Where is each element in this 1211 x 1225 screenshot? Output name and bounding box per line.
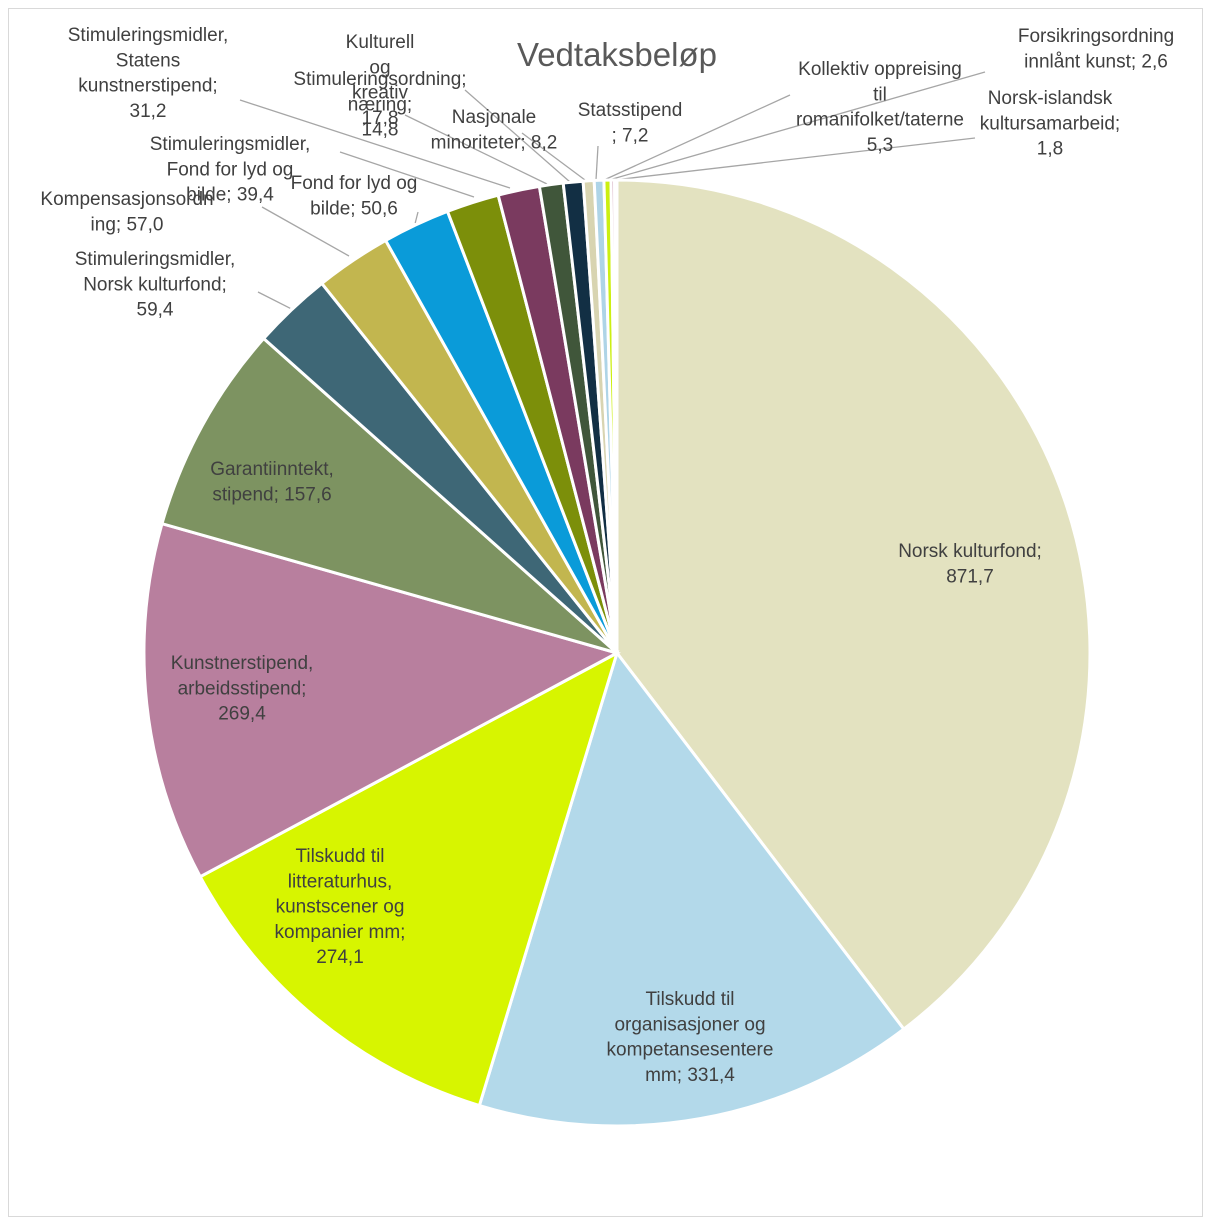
slice-label: Stimuleringsmidler, Norsk kulturfond; 59,4	[75, 249, 236, 321]
leader-line	[595, 145, 599, 181]
slice-label-line: 31,2	[130, 101, 167, 122]
slice-label-line: 274,1	[316, 947, 364, 968]
slice-label-line: romanifolket/taterne	[796, 110, 964, 131]
leader-line	[261, 206, 350, 257]
slice-label-line: Fond for lyd og	[167, 159, 294, 180]
slice-label-line: litteraturhus,	[288, 871, 393, 892]
slice-label-line: 269,4	[218, 704, 266, 725]
slice-label-line: næring;	[348, 94, 412, 115]
slice-label-line: Tilskudd til	[645, 989, 734, 1010]
slice-label: Statsstipend ; 7,2	[578, 100, 683, 146]
slice-label: Stimuleringsmidler, Fond for lyd og bilde;…	[150, 134, 311, 206]
slice-label-line: Norsk kulturfond;	[898, 541, 1042, 562]
slice-label-line: mm; 331,4	[645, 1065, 735, 1086]
slice-label-line: bilde; 39,4	[186, 185, 274, 206]
slice-label: Kulturell og kreativ 17,8	[346, 32, 415, 129]
slice-label-line: kultursamarbeid;	[980, 113, 1120, 134]
chart-title: Vedtaksbeløp	[517, 36, 717, 73]
slice-label-line: ing; 57,0	[91, 214, 164, 235]
slice-label-line: Tilskudd til	[295, 846, 384, 867]
slice-label-line: Forsikringsordning	[1018, 26, 1174, 47]
slice-label: Stimuleringsmidler, Statens kunstnerstipen…	[68, 25, 229, 122]
slice-label: Tilskudd til litteraturhus, kunstscener og…	[275, 846, 406, 968]
slice-label-line: 14,8	[362, 120, 399, 141]
leader-line	[613, 137, 976, 181]
slice-label: Kompensasjonsordn ing; 57,0	[40, 189, 213, 235]
slice-label-line: ; 7,2	[612, 125, 649, 146]
slice-label: Norsk-islandsk kultursamarbeid; 1,8	[980, 88, 1120, 160]
slice-label-line: Kunstnerstipend,	[171, 653, 314, 674]
slice-label: Stimuleringsordning; næring; 14,8	[293, 69, 466, 141]
slice-label-line: 1,8	[1037, 139, 1063, 160]
leader-line	[414, 211, 419, 224]
leader-line	[521, 132, 586, 181]
slice-label-line: Statsstipend	[578, 100, 683, 121]
slice-label-line: minoriteter; 8,2	[431, 132, 558, 153]
slice-label-line: 871,7	[946, 566, 994, 587]
slice-label-line: Stimuleringsmidler,	[75, 249, 236, 270]
leader-line	[404, 114, 548, 185]
slice-label-line: 5,3	[867, 135, 893, 156]
slice-label-line: bilde; 50,6	[310, 198, 398, 219]
slice-label-line: Nasjonale	[452, 107, 537, 128]
pie-slice	[142, 521, 621, 879]
slice-label-line: organisasjoner og	[614, 1014, 765, 1035]
slice-labels: Norsk kulturfond; 871,7 Tilskudd til organi…	[40, 25, 1174, 1086]
pie-slice	[160, 336, 618, 655]
leader-line	[257, 291, 291, 309]
slice-label-line: Kulturell	[346, 32, 415, 53]
leader-line	[464, 89, 571, 183]
slice-label: Fond for lyd og bilde; 50,6	[291, 173, 418, 219]
leader-lines	[239, 71, 986, 309]
slice-label-line: Norsk-islandsk	[988, 88, 1113, 109]
slice-label: Norsk kulturfond; 871,7	[898, 541, 1042, 587]
leader-line	[608, 71, 986, 181]
slice-label-line: arbeidsstipend;	[178, 678, 307, 699]
slice-label-line: Kollektiv oppreising	[798, 59, 962, 80]
slice-label-line: Norsk kulturfond;	[83, 274, 227, 295]
slice-label-line: innlånt kunst; 2,6	[1024, 51, 1168, 72]
slice-label: Kollektiv oppreising til romanifolket/tate…	[796, 59, 964, 156]
slice-label-line: kunstnerstipend;	[78, 76, 217, 97]
pie-slices	[142, 178, 1092, 1128]
slice-label-line: kunstscener og	[276, 897, 405, 918]
pie-slice	[613, 178, 619, 654]
slice-label-line: Kompensasjonsordn	[40, 189, 213, 210]
slice-label-line: stipend; 157,6	[212, 484, 331, 505]
slice-label-line: Stimuleringsmidler,	[150, 134, 311, 155]
slice-label-line: Statens	[116, 50, 180, 71]
slice-label-line: kreativ	[352, 83, 408, 104]
slice-label: Garantiinntekt, stipend; 157,6	[210, 459, 334, 505]
leader-line	[603, 94, 791, 181]
slice-label-line: 17,8	[362, 108, 399, 129]
slice-label-line: 59,4	[137, 300, 174, 321]
slice-label-line: kompanier mm;	[275, 922, 406, 943]
slice-label-line: Fond for lyd og	[291, 173, 418, 194]
slice-label-line: til	[873, 84, 887, 105]
slice-label-line: Stimuleringsordning;	[293, 69, 466, 90]
slice-label: Tilskudd til organisasjoner og kompetanses…	[607, 989, 774, 1086]
slice-label-line: og	[369, 57, 390, 78]
pie-slice	[477, 649, 906, 1128]
slice-label: Nasjonale minoriteter; 8,2	[431, 107, 558, 153]
leader-line	[339, 151, 475, 198]
slice-label-line: kompetansesentere	[607, 1040, 774, 1061]
pie-slice	[615, 178, 1092, 1032]
pie-slice	[198, 649, 620, 1108]
slice-label: Forsikringsordning innlånt kunst; 2,6	[1018, 26, 1174, 72]
leader-line	[239, 99, 511, 189]
slice-label: Kunstnerstipend, arbeidsstipend; 269,4	[171, 653, 314, 725]
slice-label-line: Stimuleringsmidler,	[68, 25, 229, 46]
slice-label-line: Garantiinntekt,	[210, 459, 334, 480]
